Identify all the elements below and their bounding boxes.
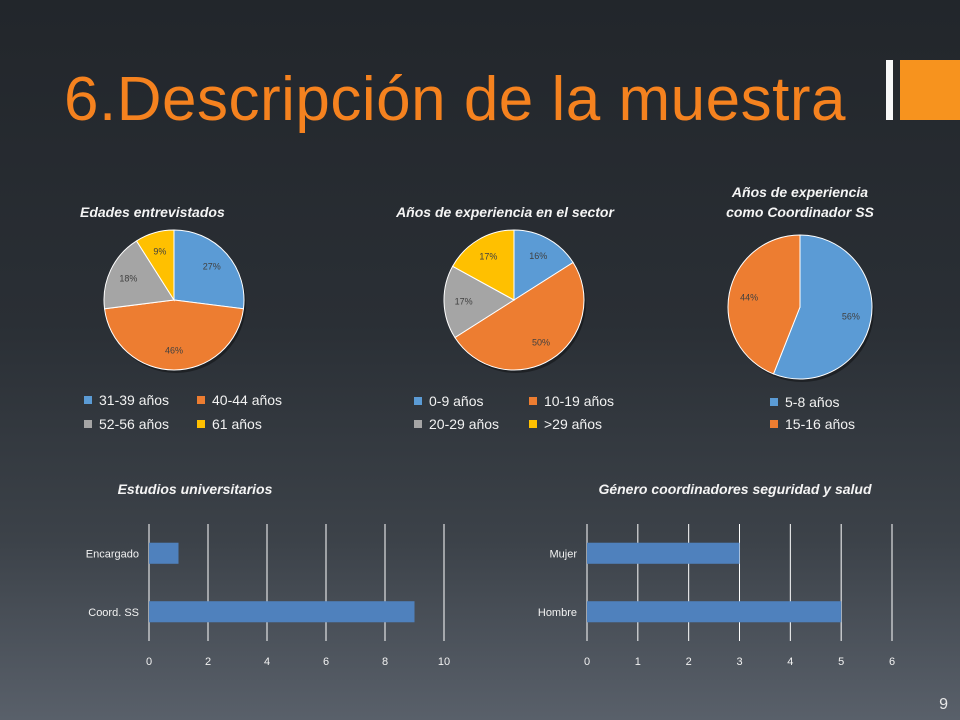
legend-label: 52-56 años bbox=[99, 416, 170, 432]
pie-shadow bbox=[446, 233, 586, 373]
bar1-title: Estudios universitarios bbox=[117, 481, 273, 497]
decorative-bar bbox=[886, 60, 893, 120]
pie-slice bbox=[173, 229, 245, 310]
pie-slice bbox=[103, 299, 245, 371]
legend-label: 61 años bbox=[212, 416, 262, 432]
pie-slice-label: 17% bbox=[479, 252, 497, 262]
x-tick-label: 2 bbox=[686, 656, 692, 668]
legend-swatch bbox=[770, 420, 778, 428]
x-tick-label: 8 bbox=[382, 656, 388, 668]
x-tick-label: 5 bbox=[838, 656, 844, 668]
legend-label: 20-29 años bbox=[429, 416, 500, 432]
x-tick-label: 6 bbox=[889, 656, 895, 668]
pie-slice bbox=[727, 234, 801, 375]
x-tick-label: 0 bbox=[146, 656, 152, 668]
legend-item: 31-39 años bbox=[84, 392, 169, 408]
x-tick-label: 6 bbox=[323, 656, 329, 668]
pie-slice bbox=[513, 229, 574, 301]
x-tick-label: 4 bbox=[787, 656, 793, 668]
bar bbox=[587, 542, 740, 564]
legend-item: 61 años bbox=[197, 416, 262, 432]
bar bbox=[587, 601, 842, 623]
decorative-square bbox=[900, 60, 960, 120]
legend-label: 5-8 años bbox=[785, 394, 840, 410]
pie-slice-label: 16% bbox=[529, 251, 547, 261]
page-number: 9 bbox=[939, 696, 948, 713]
bar2-title: Género coordinadores seguridad y salud bbox=[598, 481, 872, 497]
pie2-title: Años de experiencia en el sector bbox=[396, 204, 614, 220]
legend-swatch bbox=[414, 420, 422, 428]
bar bbox=[149, 601, 415, 623]
pie-slice bbox=[451, 229, 515, 301]
x-tick-label: 0 bbox=[584, 656, 590, 668]
pie-slice-label: 18% bbox=[119, 274, 137, 284]
legend-label: 31-39 años bbox=[99, 392, 170, 408]
x-tick-label: 4 bbox=[264, 656, 270, 668]
pie-slice bbox=[135, 229, 175, 302]
pie3-title: Años de experiencia como Coordinador SS bbox=[680, 182, 920, 222]
legend-item: 10-19 años bbox=[529, 393, 614, 409]
pie3-title-line2: como Coordinador SS bbox=[726, 204, 874, 220]
legend-item: 15-16 años bbox=[770, 416, 855, 432]
pie-slice-label: 27% bbox=[203, 262, 221, 272]
legend-label: 0-9 años bbox=[429, 393, 484, 409]
legend-label: >29 años bbox=[544, 416, 602, 432]
legend-item: >29 años bbox=[529, 416, 602, 432]
pie-slice bbox=[443, 265, 515, 339]
x-tick-label: 3 bbox=[736, 656, 742, 668]
pie-slice-label: 9% bbox=[153, 247, 166, 257]
slide-title: 6.Descripción de la muestra bbox=[64, 65, 846, 134]
x-tick-label: 10 bbox=[438, 656, 450, 668]
pie-slice-label: 46% bbox=[165, 345, 183, 355]
pie-slice-label: 44% bbox=[740, 292, 758, 302]
y-category-label: Encargado bbox=[86, 548, 139, 560]
legend-item: 20-29 años bbox=[414, 416, 499, 432]
x-tick-label: 1 bbox=[635, 656, 641, 668]
pie-shadow bbox=[730, 238, 874, 382]
legend-item: 40-44 años bbox=[197, 392, 282, 408]
legend-swatch bbox=[529, 397, 537, 405]
pie1-title: Edades entrevistados bbox=[80, 204, 225, 220]
pie-slice-label: 17% bbox=[455, 297, 473, 307]
legend-label: 15-16 años bbox=[785, 416, 856, 432]
legend-swatch bbox=[529, 420, 537, 428]
pie-slice-label: 56% bbox=[842, 312, 860, 322]
pie-shadow bbox=[106, 233, 246, 373]
legend-swatch bbox=[84, 396, 92, 404]
pie-slice bbox=[103, 240, 175, 310]
legend-label: 40-44 años bbox=[212, 392, 283, 408]
x-tick-label: 2 bbox=[205, 656, 211, 668]
bar bbox=[149, 542, 179, 564]
legend-swatch bbox=[197, 420, 205, 428]
legend-swatch bbox=[84, 420, 92, 428]
y-category-label: Coord. SS bbox=[88, 607, 139, 619]
legend-swatch bbox=[197, 396, 205, 404]
legend-swatch bbox=[770, 398, 778, 406]
y-category-label: Hombre bbox=[538, 607, 577, 619]
legend-item: 52-56 años bbox=[84, 416, 169, 432]
legend-item: 5-8 años bbox=[770, 394, 839, 410]
pie-slice-label: 50% bbox=[532, 338, 550, 348]
pie-slice bbox=[454, 261, 585, 371]
pie-slice bbox=[772, 234, 873, 380]
legend-swatch bbox=[414, 397, 422, 405]
y-category-label: Mujer bbox=[549, 548, 577, 560]
legend-item: 0-9 años bbox=[414, 393, 483, 409]
legend-label: 10-19 años bbox=[544, 393, 615, 409]
pie3-title-line1: Años de experiencia bbox=[731, 184, 869, 200]
